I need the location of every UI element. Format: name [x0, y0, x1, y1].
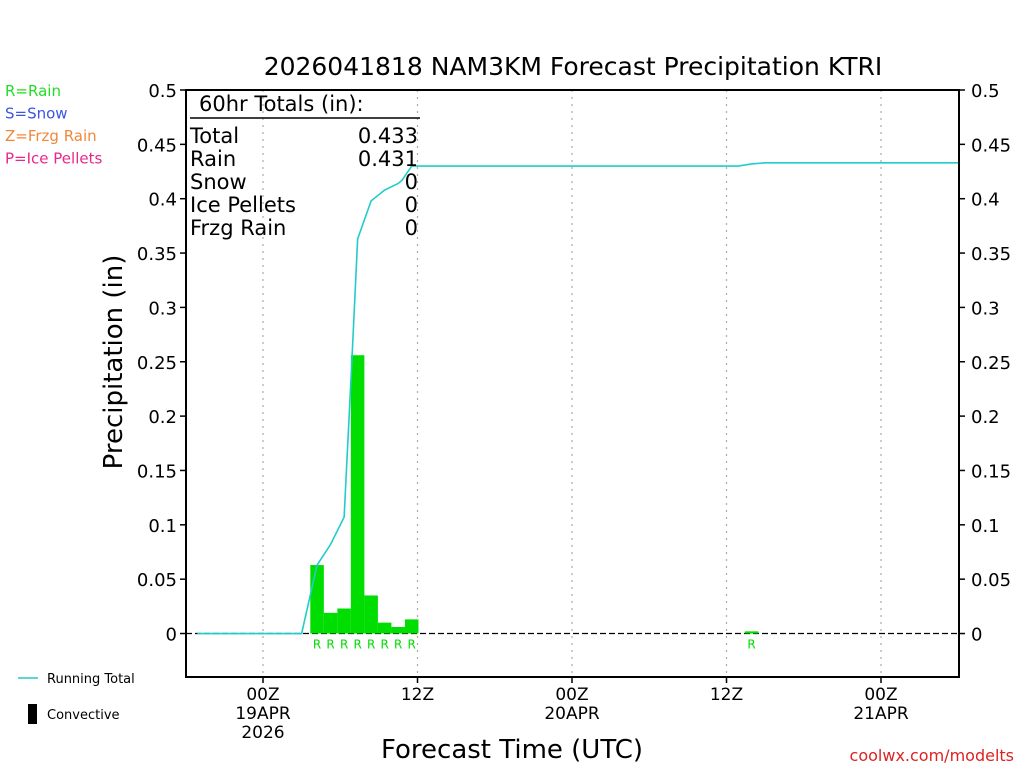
series-legend-label: Running Total	[47, 672, 135, 687]
chart-title: 2026041818 NAM3KM Forecast Precipitation…	[264, 52, 883, 81]
y-tick-label-right: 0.1	[971, 516, 1000, 537]
totals-box: 60hr Totals (in): Total 0.433 Rain 0.431 Sno…	[189, 92, 420, 240]
x-tick-label: 12Z	[710, 685, 743, 705]
totals-header: 60hr Totals (in):	[199, 92, 364, 116]
precip-type-label: R	[367, 638, 375, 652]
precip-bar	[323, 612, 338, 634]
totals-row-value: 0	[405, 170, 418, 194]
y-tick-label-left: 0.15	[137, 461, 177, 482]
totals-row-label: Rain	[190, 147, 236, 171]
totals-row-value: 0	[405, 193, 418, 217]
x-tick-date-label: 20APR	[544, 704, 600, 724]
y-axis-label: Precipitation (in)	[99, 255, 129, 470]
x-tick-year-label: 2026	[241, 723, 284, 743]
legend-box-swatch	[28, 704, 37, 724]
footer-credit: coolwx.com/modelts	[850, 746, 1014, 765]
precip-type-legend-entry: P=Ice Pellets	[5, 150, 102, 168]
precip-type-label: R	[380, 638, 388, 652]
y-tick-label-left: 0.4	[148, 190, 177, 211]
precip-type-legend-entry: S=Snow	[5, 105, 68, 123]
y-tick-label-left: 0.2	[148, 407, 177, 428]
x-tick-label: 00Z	[864, 685, 897, 705]
totals-row-label: Ice Pellets	[190, 193, 296, 217]
running-total-layer	[197, 162, 959, 635]
y-tick-label-right: 0.3	[971, 298, 1000, 319]
totals-rows: Total 0.433 Rain 0.431 Snow 0 Ice Pellets 0 Frzg…	[189, 124, 418, 240]
totals-row-label: Frzg Rain	[190, 216, 286, 240]
precip-type-legend-entry: Z=Frzg Rain	[5, 127, 97, 145]
x-axis-label: Forecast Time (UTC)	[381, 735, 643, 765]
y-tick-label-right: 0.05	[971, 570, 1011, 591]
y-tick-label-right: 0.4	[971, 190, 1000, 211]
precip-type-label: R	[747, 638, 755, 652]
precip-bar	[364, 595, 378, 634]
precip-bar	[377, 622, 392, 634]
totals-row-value: 0.433	[358, 124, 418, 148]
totals-row-label: Snow	[190, 170, 247, 194]
x-tick-label: 00Z	[555, 685, 588, 705]
precip-type-label: R	[353, 638, 361, 652]
y-tick-label-left: 0.3	[148, 298, 177, 319]
precip-type-legend-entry: R=Rain	[5, 82, 61, 100]
totals-row-label: Total	[189, 124, 239, 148]
precip-type-label: R	[394, 638, 402, 652]
y-tick-label-right: 0.25	[971, 353, 1011, 374]
y-tick-label-left: 0.45	[137, 135, 177, 156]
y-tick-label-right: 0.15	[971, 461, 1011, 482]
precip-bar	[744, 631, 759, 634]
x-tick-date-label: 21APR	[853, 704, 909, 724]
x-tick-label: 12Z	[401, 685, 434, 705]
precip-bar	[404, 619, 419, 634]
y-tick-label-right: 0	[971, 625, 982, 646]
x-tick-date-label: 19APR	[235, 704, 291, 724]
series-legend-label: Convective	[47, 708, 120, 723]
x-tick-label: 00Z	[246, 685, 279, 705]
precip-type-label: R	[408, 638, 416, 652]
series-legend: Running Total Convective	[18, 672, 135, 724]
precip-bar	[310, 565, 324, 634]
axis-ticks-layer: 0 00.05 0.050.1 0.10.15 0.150.2 0.20.25 0.250.…	[137, 81, 1011, 743]
y-tick-label-left: 0.1	[148, 516, 177, 537]
y-tick-label-right: 0.35	[971, 244, 1011, 265]
running-total-line	[197, 162, 959, 635]
precip-type-legend: R=Rain S=Snow Z=Frzg Rain P=Ice Pellets	[5, 82, 102, 168]
precip-type-label: R	[340, 638, 348, 652]
totals-row-value: 0	[405, 216, 418, 240]
y-tick-label-left: 0.05	[137, 570, 177, 591]
totals-row-value: 0.431	[358, 147, 418, 171]
y-tick-label-right: 0.5	[971, 81, 1000, 102]
precip-bar	[391, 626, 405, 634]
precip-type-label: R	[313, 638, 321, 652]
precip-bar	[337, 608, 351, 634]
y-tick-label-left: 0	[166, 625, 177, 646]
y-tick-label-right: 0.45	[971, 135, 1011, 156]
y-tick-label-left: 0.35	[137, 244, 177, 265]
y-tick-label-right: 0.2	[971, 407, 1000, 428]
y-tick-label-left: 0.25	[137, 353, 177, 374]
precip-bar	[350, 355, 365, 634]
y-tick-label-left: 0.5	[148, 81, 177, 102]
precip-type-label: R	[326, 638, 334, 652]
